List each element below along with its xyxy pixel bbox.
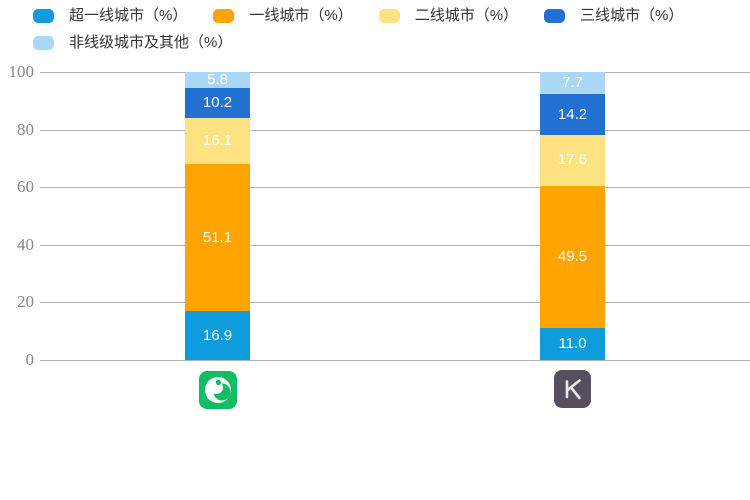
legend-swatch-icon (33, 9, 54, 23)
bar-segment-一线城市（%）[interactable] (185, 164, 250, 312)
bar-segment-非线级城市及其他（%）[interactable] (185, 71, 250, 89)
gridline (40, 360, 750, 361)
bar-segment-三线城市（%）[interactable] (540, 94, 605, 136)
gridline (40, 187, 750, 189)
bar-value-label: 49.5 (557, 248, 588, 266)
legend-label: 三线城市（%） (580, 7, 684, 24)
legend-item-3[interactable]: 三线城市（%） (544, 6, 683, 26)
legend-label: 非线级城市及其他（%） (69, 34, 233, 51)
bar-value-label: 17.6 (557, 151, 588, 169)
bar-segment-超一线城市（%）[interactable] (540, 328, 605, 360)
bar-segment-二线城市（%）[interactable] (540, 135, 605, 186)
legend: 超一线城市（%） 一线城市（%） 二线城市（%） 三线城市（%） 非线级城市及其他（%） (33, 6, 738, 53)
kuaishou-app-icon (554, 370, 591, 413)
legend-swatch-icon (213, 9, 235, 23)
bar-value-label: 10.2 (202, 94, 233, 112)
gridline (40, 129, 750, 131)
legend-swatch-icon (33, 36, 54, 50)
y-axis-tick-label: 40 (17, 234, 34, 254)
bar-value-label: 51.1 (202, 228, 233, 246)
y-axis-tick-label: 100 (8, 62, 35, 81)
legend-item-1[interactable]: 一线城市（%） (213, 6, 353, 26)
legend-label: 超一线城市（%） (69, 7, 188, 24)
bar-segment-二线城市（%）[interactable] (185, 117, 250, 165)
y-axis-tick-label: 0 (25, 350, 35, 369)
bar-value-label: 16.1 (202, 131, 233, 149)
bar-value-label: 16.9 (202, 326, 233, 344)
bar-segment-一线城市（%）[interactable] (540, 185, 605, 329)
gridline (40, 72, 750, 73)
legend-item-0[interactable]: 超一线城市（%） (33, 6, 187, 26)
legend-item-4[interactable]: 非线级城市及其他（%） (33, 33, 232, 53)
y-axis-tick-label: 60 (17, 177, 34, 197)
bar-value-label: 7.7 (562, 74, 583, 92)
legend-label: 二线城市（%） (414, 7, 519, 24)
bar-value-label: 14.2 (557, 105, 588, 123)
y-axis-tick-label: 80 (17, 119, 34, 139)
bar-segment-三线城市（%）[interactable] (185, 88, 250, 118)
iqiyi-app-icon (199, 371, 237, 414)
bar-value-label: 11.0 (558, 335, 587, 353)
bar-segment-超一线城市（%）[interactable] (185, 311, 250, 360)
legend-label: 一线城市（%） (249, 7, 353, 24)
legend-swatch-icon (544, 9, 566, 23)
y-axis-tick-label: 20 (17, 292, 34, 312)
legend-item-2[interactable]: 二线城市（%） (378, 6, 519, 26)
bar-segment-非线级城市及其他（%）[interactable] (540, 72, 605, 95)
gridline (40, 244, 750, 246)
gridline (40, 302, 750, 304)
legend-swatch-icon (378, 9, 400, 23)
bar-value-label: 5.8 (207, 71, 228, 89)
